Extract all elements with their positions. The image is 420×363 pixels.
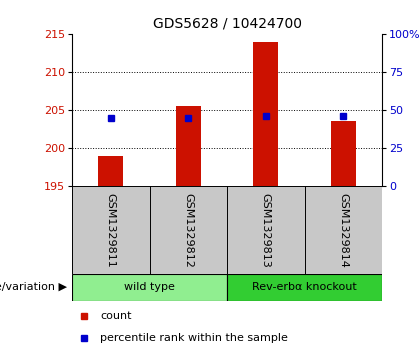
Text: Rev-erbα knockout: Rev-erbα knockout <box>252 282 357 293</box>
Bar <box>227 274 382 301</box>
Bar <box>98 156 123 186</box>
Text: GSM1329814: GSM1329814 <box>338 192 348 268</box>
Text: GSM1329812: GSM1329812 <box>183 192 193 268</box>
Bar <box>176 106 201 186</box>
Text: genotype/variation ▶: genotype/variation ▶ <box>0 282 67 293</box>
Text: count: count <box>100 311 131 321</box>
Text: percentile rank within the sample: percentile rank within the sample <box>100 334 288 343</box>
Title: GDS5628 / 10424700: GDS5628 / 10424700 <box>152 16 302 30</box>
Bar <box>72 274 227 301</box>
Text: GSM1329811: GSM1329811 <box>106 193 116 268</box>
Bar <box>253 42 278 186</box>
Text: wild type: wild type <box>124 282 175 293</box>
Text: GSM1329813: GSM1329813 <box>261 193 271 268</box>
Bar <box>331 121 356 186</box>
